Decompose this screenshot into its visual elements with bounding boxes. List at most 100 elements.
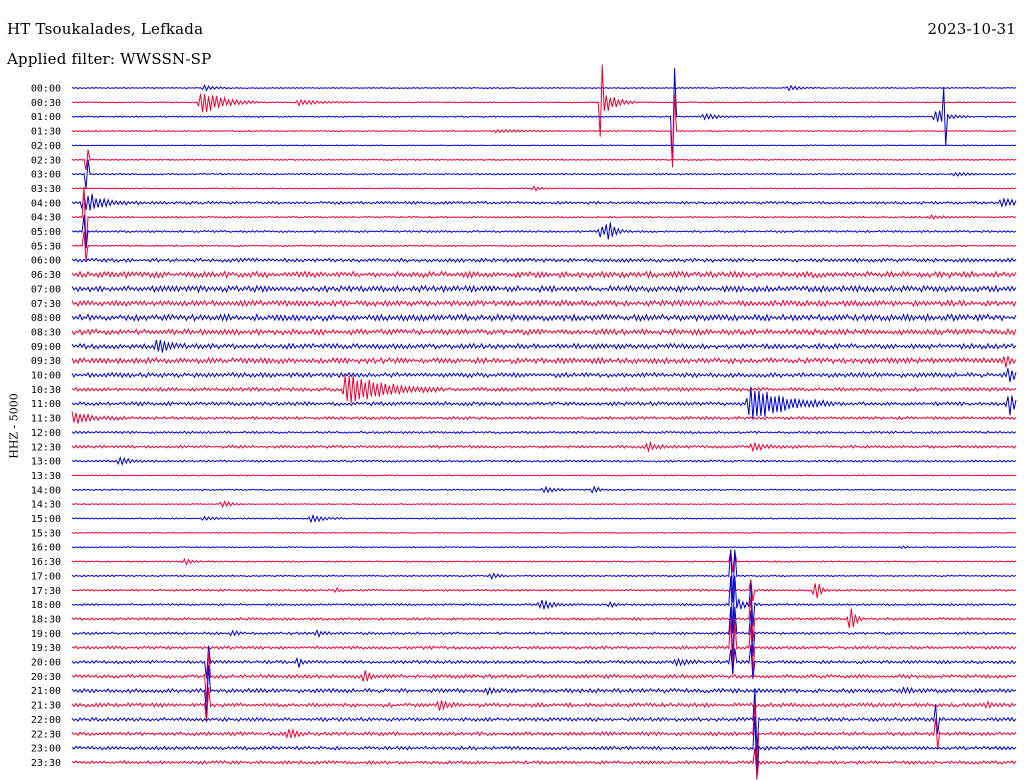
trace-line bbox=[71, 455, 1017, 466]
time-tick-label: 10:30 bbox=[31, 385, 61, 396]
trace-line bbox=[71, 144, 1017, 147]
time-tick-label: 22:30 bbox=[31, 729, 61, 740]
time-tick-label: 09:00 bbox=[31, 342, 61, 353]
trace-line bbox=[71, 368, 1017, 383]
trace-line bbox=[71, 386, 1017, 420]
time-tick-label: 03:30 bbox=[31, 184, 61, 195]
time-tick-label: 07:30 bbox=[31, 299, 61, 310]
trace-line bbox=[71, 644, 1017, 680]
trace-line bbox=[71, 327, 1017, 336]
time-tick-label: 12:00 bbox=[31, 428, 61, 439]
time-tick-label: 08:30 bbox=[31, 327, 61, 338]
time-tick-label: 15:30 bbox=[31, 528, 61, 539]
trace-line bbox=[71, 665, 1017, 716]
trace-line bbox=[71, 186, 1017, 248]
trace-line bbox=[71, 513, 1017, 524]
trace-line bbox=[71, 716, 1017, 780]
time-tick-label: 15:00 bbox=[31, 514, 61, 525]
time-tick-label: 16:00 bbox=[31, 543, 61, 554]
time-tick-label: 23:00 bbox=[31, 744, 61, 755]
time-tick-label: 05:30 bbox=[31, 241, 61, 252]
trace-line bbox=[71, 606, 1017, 660]
trace-line bbox=[71, 375, 1017, 403]
time-tick-label: 16:30 bbox=[31, 557, 61, 568]
tick-label-group: 00:00 00:30 01:00 01:30 02:00 02:30 03:00 03:30… bbox=[31, 84, 61, 769]
time-tick-label: 11:00 bbox=[31, 399, 61, 410]
time-tick-label: 10:00 bbox=[31, 371, 61, 382]
trace-group bbox=[71, 64, 1017, 780]
time-tick-label: 00:00 bbox=[31, 84, 61, 95]
time-tick-label: 21:00 bbox=[31, 686, 61, 697]
time-tick-label: 02:30 bbox=[31, 155, 61, 166]
trace-line bbox=[71, 215, 1017, 249]
trace-line bbox=[71, 149, 1017, 171]
trace-line bbox=[71, 747, 1017, 778]
time-tick-label: 14:00 bbox=[31, 485, 61, 496]
trace-line bbox=[71, 299, 1017, 308]
time-tick-label: 14:30 bbox=[31, 500, 61, 511]
trace-line bbox=[71, 185, 1017, 192]
station-title: HT Tsoukalades, Lefkada bbox=[7, 20, 204, 38]
time-tick-label: 18:00 bbox=[31, 600, 61, 611]
trace-line bbox=[71, 339, 1017, 353]
time-tick-label: 03:00 bbox=[31, 170, 61, 181]
trace-line bbox=[71, 64, 1017, 137]
trace-line bbox=[71, 596, 1017, 642]
time-tick-label: 11:30 bbox=[31, 414, 61, 425]
trace-line bbox=[71, 474, 1017, 477]
time-tick-label: 19:30 bbox=[31, 643, 61, 654]
time-tick-label: 00:30 bbox=[31, 98, 61, 109]
trace-line bbox=[71, 284, 1017, 294]
time-tick-label: 22:00 bbox=[31, 715, 61, 726]
trace-line bbox=[71, 550, 1017, 573]
time-tick-label: 18:30 bbox=[31, 614, 61, 625]
time-tick-label: 13:30 bbox=[31, 471, 61, 482]
time-tick-label: 01:00 bbox=[31, 112, 61, 123]
trace-line bbox=[71, 485, 1017, 494]
time-tick-label: 06:30 bbox=[31, 270, 61, 281]
trace-line bbox=[71, 94, 1017, 168]
trace-line bbox=[71, 411, 1017, 424]
time-tick-label: 07:00 bbox=[31, 284, 61, 295]
trace-line bbox=[71, 579, 1017, 602]
trace-line bbox=[71, 440, 1017, 453]
trace-line bbox=[71, 499, 1017, 509]
trace-line bbox=[71, 356, 1017, 368]
trace-line bbox=[71, 192, 1017, 211]
trace-line bbox=[71, 231, 1017, 261]
time-tick-label: 17:00 bbox=[31, 571, 61, 582]
time-tick-label: 04:30 bbox=[31, 213, 61, 224]
trace-line bbox=[71, 430, 1017, 435]
trace-line bbox=[71, 651, 1017, 703]
trace-line bbox=[71, 575, 1017, 634]
trace-line bbox=[71, 531, 1017, 534]
trace-line bbox=[71, 620, 1017, 675]
trace-line bbox=[71, 159, 1017, 189]
time-tick-label: 20:30 bbox=[31, 672, 61, 683]
time-tick-label: 20:00 bbox=[31, 658, 61, 669]
time-tick-label: 21:30 bbox=[31, 701, 61, 712]
time-tick-label: 02:00 bbox=[31, 141, 61, 152]
trace-line bbox=[71, 687, 1017, 723]
time-tick-label: 09:30 bbox=[31, 356, 61, 367]
record-date: 2023-10-31 bbox=[927, 20, 1016, 38]
trace-line bbox=[71, 702, 1017, 766]
time-tick-label: 12:30 bbox=[31, 442, 61, 453]
time-tick-label: 06:00 bbox=[31, 256, 61, 267]
time-tick-label: 05:00 bbox=[31, 227, 61, 238]
trace-line bbox=[71, 545, 1017, 550]
trace-line bbox=[71, 688, 1017, 751]
trace-line bbox=[71, 312, 1017, 323]
time-tick-label: 13:00 bbox=[31, 457, 61, 468]
trace-line bbox=[71, 84, 1017, 92]
trace-line bbox=[71, 549, 1017, 603]
trace-line bbox=[71, 257, 1017, 264]
time-tick-label: 04:00 bbox=[31, 198, 61, 209]
time-tick-label: 19:00 bbox=[31, 629, 61, 640]
time-tick-label: 17:30 bbox=[31, 586, 61, 597]
time-tick-label: 08:00 bbox=[31, 313, 61, 324]
time-tick-label: 23:30 bbox=[31, 758, 61, 769]
time-tick-label: 01:30 bbox=[31, 127, 61, 138]
trace-line bbox=[71, 270, 1017, 279]
